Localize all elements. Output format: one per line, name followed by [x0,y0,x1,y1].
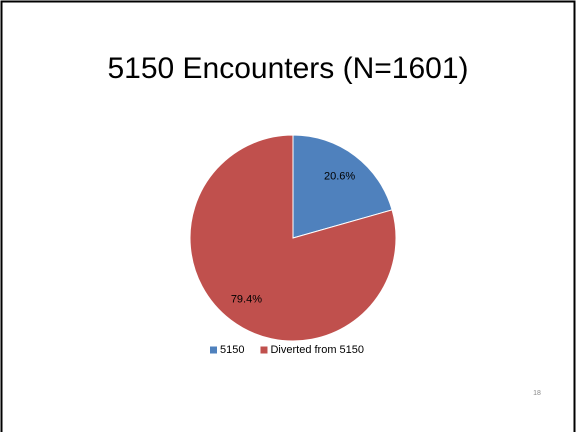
data-label: 79.4% [231,294,262,306]
page-number: 18 [533,390,541,397]
legend-swatch [260,346,268,354]
chart-title: 5150 Encounters (N=1601) [107,52,468,85]
legend-swatch [210,346,217,354]
legend-label: Diverted from 5150 [270,344,364,356]
pie-slice [189,134,397,342]
data-label: 20.6% [324,170,355,182]
legend-label: 5150 [220,344,244,356]
pie-slice [292,134,393,239]
